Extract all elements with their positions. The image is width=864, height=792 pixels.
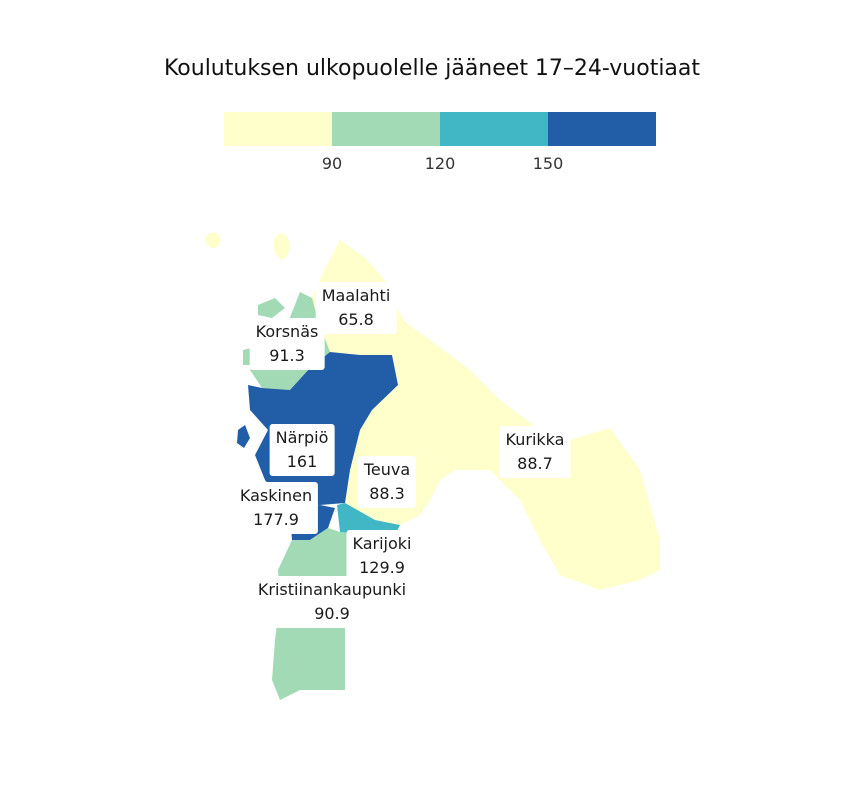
- map-title: Koulutuksen ulkopuolelle jääneet 17–24-v…: [163, 56, 701, 81]
- legend-swatch-4: [548, 112, 656, 146]
- region-label-korsnas: Korsnäs 91.3: [249, 318, 325, 370]
- region-name: Korsnäs: [255, 322, 319, 341]
- region-label-maalahti: Maalahti 65.8: [315, 282, 397, 334]
- island: [205, 232, 221, 248]
- legend-tick-label: 90: [321, 154, 343, 173]
- region-label-kurikka: Kurikka 88.7: [499, 426, 571, 478]
- region-value: 88.3: [369, 484, 405, 503]
- region-name: Karijoki: [352, 534, 412, 553]
- region-value: 65.8: [338, 310, 374, 329]
- island: [273, 233, 290, 260]
- region-karijoki: [337, 503, 400, 535]
- region-korsnas-island: [258, 298, 285, 318]
- region-value: 90.9: [314, 604, 350, 623]
- region-name: Kaskinen: [239, 486, 313, 505]
- region-name: Teuva: [363, 460, 411, 479]
- region-value: 177.9: [253, 510, 299, 529]
- region-name: Maalahti: [321, 286, 391, 305]
- region-label-karijoki: Karijoki 129.9: [346, 530, 418, 582]
- region-label-narpio: Närpiö 161: [269, 424, 335, 476]
- region-label-kristiinankaupunki: Kristiinankaupunki 90.9: [251, 576, 413, 628]
- legend-swatch-3: [440, 112, 548, 146]
- region-name: Närpiö: [275, 428, 329, 447]
- region-value: 161: [286, 452, 318, 471]
- region-value: 88.7: [517, 454, 553, 473]
- legend-swatch-2: [332, 112, 440, 146]
- legend-tick-label: 150: [532, 154, 564, 173]
- region-label-teuva: Teuva 88.3: [357, 456, 417, 508]
- region-value: 91.3: [269, 346, 305, 365]
- legend-swatch-1: [224, 112, 332, 146]
- region-value: 129.9: [359, 558, 405, 577]
- region-label-kaskinen: Kaskinen 177.9: [233, 482, 319, 534]
- region-name: Kristiinankaupunki: [257, 580, 407, 599]
- region-name: Kurikka: [505, 430, 565, 449]
- region-narpio-island: [237, 425, 250, 448]
- legend-tick-label: 120: [424, 154, 456, 173]
